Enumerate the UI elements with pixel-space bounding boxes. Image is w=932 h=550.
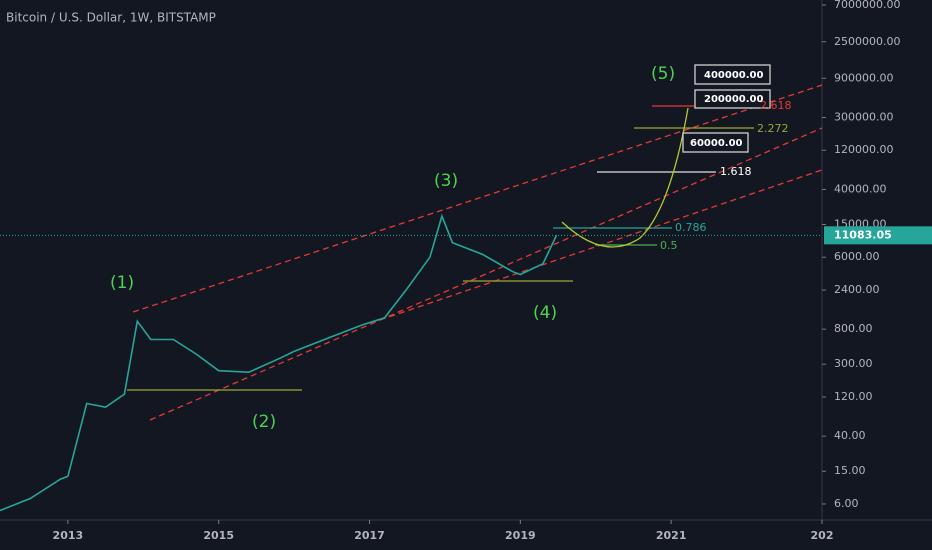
wave-label: (1)	[110, 273, 134, 293]
y-tick-label: 2400.00	[834, 283, 880, 296]
fib-label: 0.786	[675, 221, 707, 234]
x-tick-label: 202	[811, 529, 834, 542]
wave-label: (3)	[434, 171, 458, 191]
y-tick-label: 300.00	[834, 357, 873, 370]
current-price-box	[824, 226, 932, 245]
y-tick-label: 2500000.00	[834, 35, 900, 48]
target-label: 60000.00	[690, 138, 743, 149]
y-tick-label: 6000.00	[834, 250, 880, 263]
fib-label: 0.5	[660, 239, 678, 252]
fib-label: 1.618	[720, 165, 752, 178]
wave-label: (5)	[651, 64, 675, 84]
target-box	[694, 64, 771, 85]
channel-line	[132, 84, 823, 313]
drawings	[127, 64, 823, 421]
y-tick-label: 15.00	[834, 464, 866, 477]
target-box	[682, 132, 749, 153]
x-tick-label: 2021	[656, 529, 687, 542]
x-tick-label: 2017	[354, 529, 385, 542]
x-tick-label: 2015	[203, 529, 234, 542]
wave-label: (4)	[533, 303, 557, 323]
chart-title: Bitcoin / U.S. Dollar, 1W, BITSTAMP	[6, 11, 216, 25]
y-tick-label: 120.00	[834, 390, 873, 403]
target-label: 400000.00	[704, 70, 764, 81]
projection-curve	[561, 107, 689, 248]
current-price-label: 11083.05	[834, 228, 892, 241]
y-tick-label: 120000.00	[834, 143, 894, 156]
y-tick-label: 900000.00	[834, 71, 894, 84]
target-label: 200000.00	[704, 94, 764, 105]
y-tick-label: 40000.00	[834, 182, 887, 195]
y-tick-label: 40.00	[834, 429, 866, 442]
wave-label: (2)	[252, 412, 276, 432]
x-tick-label: 2019	[505, 529, 536, 542]
target-box	[694, 89, 771, 109]
y-tick-label: 7000000.00	[834, 0, 900, 11]
price-line	[0, 213, 558, 512]
y-tick-label: 300000.00	[834, 111, 894, 124]
fib-label: 2.272	[757, 122, 789, 135]
fib-label: 2.618	[760, 99, 792, 112]
y-tick-label: 6.00	[834, 497, 859, 510]
y-tick-label: 800.00	[834, 322, 873, 335]
x-tick-label: 2013	[53, 529, 84, 542]
channel-line	[149, 127, 823, 421]
